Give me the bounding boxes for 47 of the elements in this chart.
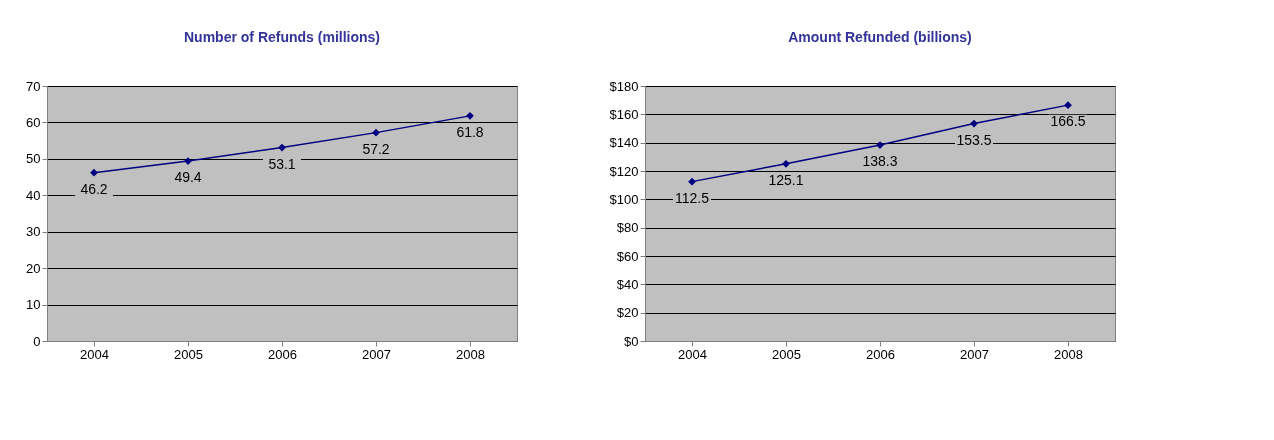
x-tick-label: 2005 [174,346,203,362]
data-label: 46.2 [80,180,108,197]
data-label: 153.5 [956,131,992,148]
y-tick-label: 60 [26,114,41,130]
y-tick-label: 30 [26,224,41,240]
x-tick-label: 2004 [80,346,109,362]
point [782,159,790,168]
y-tick-label: $120 [609,163,639,179]
x-tick-label: 2007 [960,346,989,362]
y-tick-label: $160 [609,106,639,122]
data-label: 125.1 [768,171,804,188]
data-label: 49.4 [174,169,202,186]
y-tick-label: $60 [616,248,639,264]
point [372,128,380,137]
chart-title: Amount Refunded (billions) [788,29,972,45]
chart-title: Number of Refunds (millions) [184,29,380,45]
data-label: 166.5 [1050,113,1086,130]
y-tick-label: $40 [616,276,639,292]
y-tick-label: $180 [609,78,639,94]
x-tick-label: 2006 [268,346,297,362]
point [466,112,474,120]
y-tick-label: 40 [26,187,41,203]
y-tick-label: 0 [33,333,41,349]
x-tick-label: 2006 [866,346,895,362]
y-tick-label: $80 [616,220,639,236]
point [90,168,98,177]
y-tick-label: $0 [624,333,639,349]
point [688,177,696,186]
y-tick-label: 50 [26,151,41,167]
y-tick-label: $20 [616,305,639,321]
data-label: 53.1 [268,155,296,172]
x-tick-label: 2004 [678,346,707,362]
y-tick-label: 20 [26,260,41,276]
x-tick-label: 2008 [456,346,485,362]
x-tick-label: 2005 [772,346,801,362]
data-label: 112.5 [675,189,710,206]
data-label: 57.2 [362,140,390,157]
point [278,143,286,152]
y-tick-label: 10 [26,297,41,313]
data-label: 61.8 [456,123,484,140]
y-tick-label: $100 [609,191,639,207]
x-tick-label: 2008 [1054,346,1083,362]
y-tick-label: 70 [26,78,41,94]
y-tick-label: $140 [609,135,639,151]
data-label: 138.3 [862,153,898,170]
x-tick-label: 2007 [362,346,391,362]
point [970,119,978,128]
